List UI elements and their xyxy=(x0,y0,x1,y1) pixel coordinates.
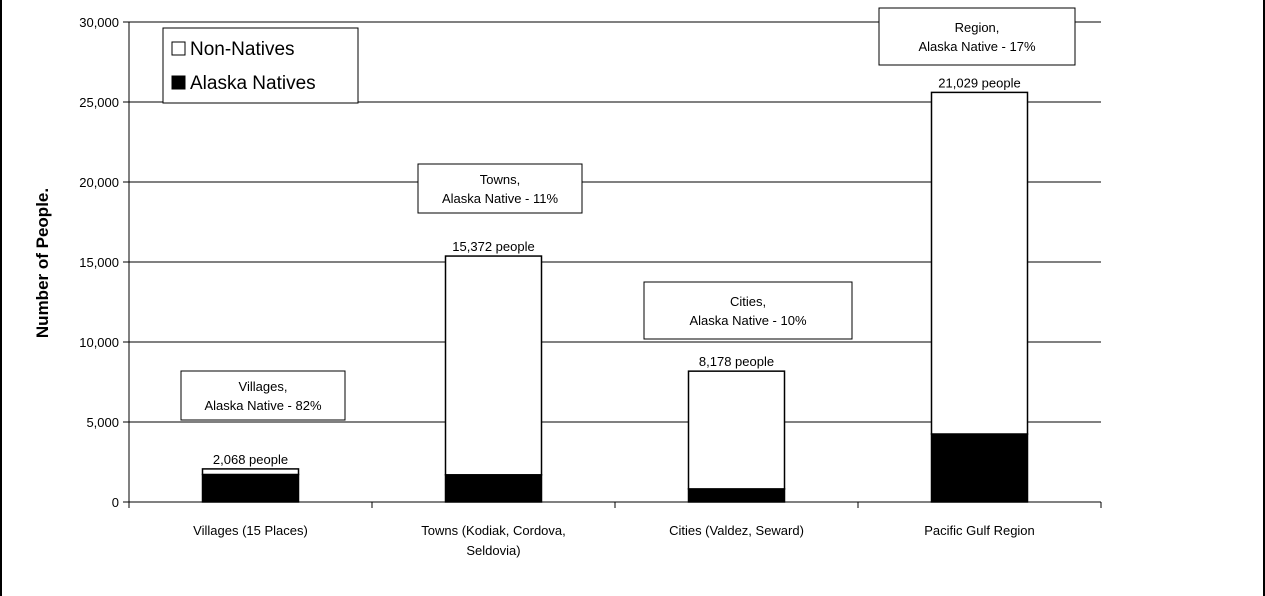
x-tick-label: Seldovia) xyxy=(466,543,520,558)
annotations: Villages, Alaska Native - 82% Towns, Alaska… xyxy=(180,7,1076,421)
bar-alaska-natives xyxy=(930,433,1029,503)
bar-non-natives xyxy=(201,468,300,476)
x-tick-label: Pacific Gulf Region xyxy=(924,523,1035,538)
bar-non-natives xyxy=(444,255,543,476)
annotation-box xyxy=(878,7,1076,66)
y-tick-label: 20,000 xyxy=(79,175,119,190)
annotation-text: Region, xyxy=(955,20,1000,35)
data-label: 15,372 people xyxy=(452,239,534,254)
annotation-box xyxy=(180,370,346,421)
annotation-text: Towns, xyxy=(480,172,520,187)
data-label: 2,068 people xyxy=(213,452,288,467)
legend-box xyxy=(162,27,359,104)
bar-alaska-natives xyxy=(687,488,786,503)
annotation-text: Alaska Native - 11% xyxy=(442,191,559,206)
legend-swatch xyxy=(171,41,186,56)
y-tick-label: 0 xyxy=(112,495,119,510)
data-label: 21,029 people xyxy=(938,75,1020,90)
bar-non-natives xyxy=(930,91,1029,435)
legend: Non-Natives Alaska Natives xyxy=(162,27,359,104)
annotation-box xyxy=(417,163,583,214)
bar-non-natives xyxy=(687,370,786,490)
annotation-box xyxy=(643,281,853,340)
y-tick-label: 30,000 xyxy=(79,15,119,30)
annotation-text: Cities, xyxy=(730,294,766,309)
y-axis-title: Number of People. xyxy=(33,188,52,338)
y-tick-label: 5,000 xyxy=(86,415,119,430)
annotation-text: Alaska Native - 17% xyxy=(918,39,1035,54)
x-tick-label: Cities (Valdez, Seward) xyxy=(669,523,804,538)
axes: 0 5,000 10,000 15,000 20,000 25,000 30,000 Vill… xyxy=(79,15,1102,558)
legend-label: Non-Natives xyxy=(190,39,295,60)
y-tick-label: 10,000 xyxy=(79,335,119,350)
x-tick-label: Towns (Kodiak, Cordova, xyxy=(421,523,566,538)
bar-alaska-natives xyxy=(444,474,543,503)
data-label: 8,178 people xyxy=(699,354,774,369)
annotation-text: Villages, xyxy=(239,379,288,394)
legend-label: Alaska Natives xyxy=(190,73,316,94)
data-labels: 2,068 people 15,372 people 8,178 people 21,… xyxy=(213,75,1021,467)
annotation-text: Alaska Native - 82% xyxy=(204,398,321,413)
bar-alaska-natives xyxy=(201,473,300,503)
annotation-text: Alaska Native - 10% xyxy=(689,313,806,328)
y-tick-label: 25,000 xyxy=(79,95,119,110)
x-tick-label: Villages (15 Places) xyxy=(193,523,308,538)
bars xyxy=(201,91,1029,503)
y-tick-label: 15,000 xyxy=(79,255,119,270)
legend-swatch xyxy=(171,75,186,90)
